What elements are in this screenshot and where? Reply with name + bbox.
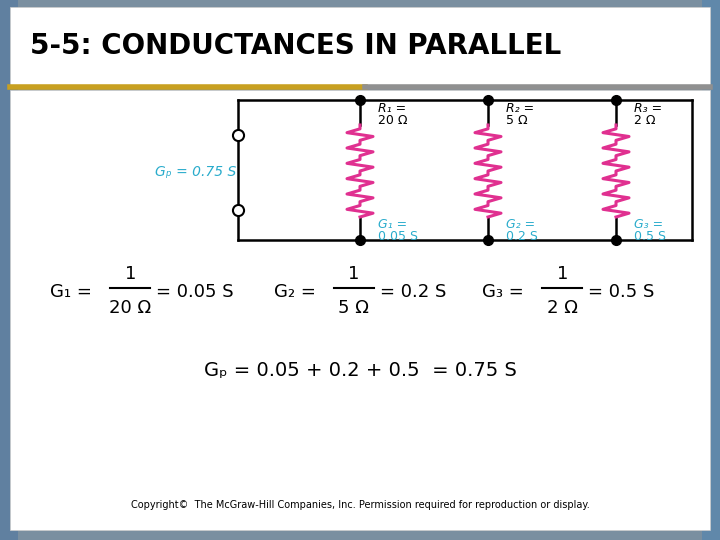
Text: G₃ =: G₃ = [482, 283, 524, 301]
Text: R₂ =: R₂ = [506, 102, 534, 114]
Text: G₁ =: G₁ = [378, 219, 407, 232]
Text: 0.5 S: 0.5 S [634, 231, 666, 244]
Text: 20 Ω: 20 Ω [109, 299, 151, 317]
Bar [10, 90, 710, 530]
Text: Gₚ = 0.05 + 0.2 + 0.5  = 0.75 S: Gₚ = 0.05 + 0.2 + 0.5 = 0.75 S [204, 361, 516, 380]
Text: Copyright©  The McGraw-Hill Companies, Inc. Permission required for reproduction: Copyright© The McGraw-Hill Companies, In… [130, 500, 590, 510]
Text: 1: 1 [557, 265, 568, 283]
Text: 2 Ω: 2 Ω [547, 299, 578, 317]
Text: = 0.5 S: = 0.5 S [588, 283, 654, 301]
Text: 1: 1 [125, 265, 136, 283]
Text: = 0.05 S: = 0.05 S [156, 283, 234, 301]
Text: G₃ =: G₃ = [634, 219, 663, 232]
Text: = 0.2 S: = 0.2 S [379, 283, 446, 301]
Bar [702, 0, 720, 540]
Text: R₁ =: R₁ = [378, 102, 406, 114]
Text: Gₚ = 0.75 S: Gₚ = 0.75 S [155, 165, 236, 179]
Text: 20 Ω: 20 Ω [378, 114, 408, 127]
Text: G₂ =: G₂ = [274, 283, 315, 301]
Text: G₁ =: G₁ = [50, 283, 92, 301]
Bar [0, 0, 18, 540]
Text: G₂ =: G₂ = [506, 219, 535, 232]
Text: 5-5: CONDUCTANCES IN PARALLEL: 5-5: CONDUCTANCES IN PARALLEL [30, 32, 562, 60]
Text: 0.2 S: 0.2 S [506, 231, 538, 244]
Bar [10, 7, 710, 85]
Text: 5 Ω: 5 Ω [506, 114, 528, 127]
Text: 1: 1 [348, 265, 359, 283]
Text: 5 Ω: 5 Ω [338, 299, 369, 317]
Text: R₃ =: R₃ = [634, 102, 662, 114]
Text: 2 Ω: 2 Ω [634, 114, 655, 127]
Text: 0.05 S: 0.05 S [378, 231, 418, 244]
